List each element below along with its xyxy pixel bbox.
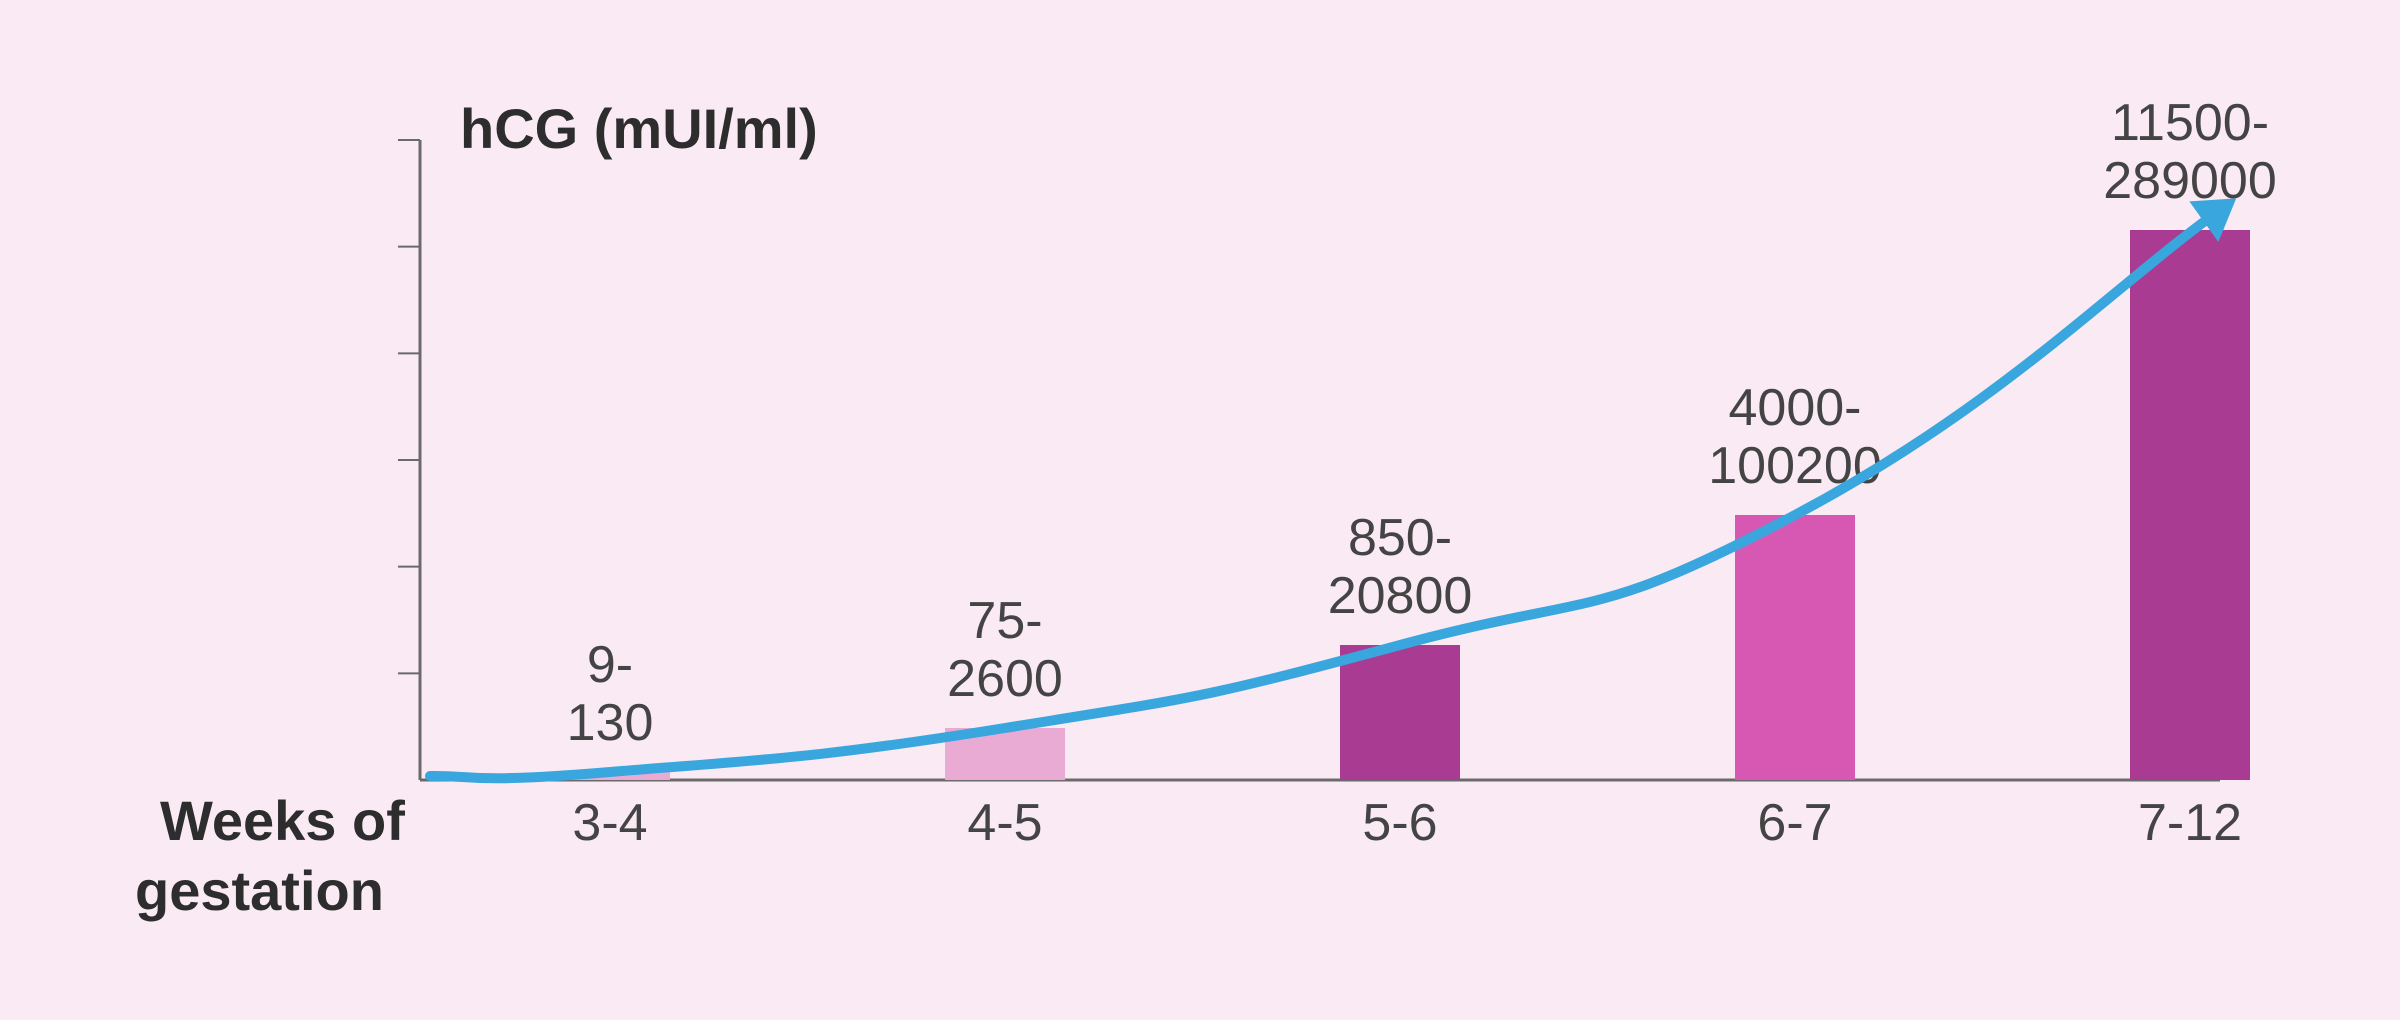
- bar-value-top: 850-: [1348, 509, 1452, 567]
- x-tick-label: 6-7: [1757, 794, 1832, 852]
- bar: [1735, 515, 1855, 780]
- bar-value-top: 9-: [587, 636, 633, 694]
- bar-value-top: 4000-: [1729, 379, 1862, 437]
- bar-value-bottom: 289000: [2103, 152, 2277, 210]
- bar-value-top: 11500-: [2111, 94, 2269, 152]
- y-axis-title: hCG (mUI/ml): [460, 97, 818, 160]
- x-tick-label: 4-5: [967, 794, 1042, 852]
- bar: [1340, 645, 1460, 780]
- x-tick-label: 7-12: [2138, 794, 2242, 852]
- x-axis-title-line2: gestation: [135, 859, 384, 922]
- chart-svg: hCG (mUI/ml) 3-4 9-130 4-5 75-2600 5-6 850-208…: [0, 0, 2400, 1020]
- bar-value-bottom: 130: [567, 694, 654, 752]
- chart-canvas: hCG (mUI/ml) 3-4 9-130 4-5 75-2600 5-6 850-208…: [0, 0, 2400, 1020]
- bar-value-bottom: 20800: [1328, 567, 1473, 625]
- bar-value-bottom: 2600: [947, 650, 1063, 708]
- x-tick-label: 3-4: [572, 794, 647, 852]
- bar-value-top: 75-: [967, 592, 1042, 650]
- x-tick-label: 5-6: [1362, 794, 1437, 852]
- bar: [2130, 230, 2250, 780]
- x-axis-title-line1: Weeks of: [160, 789, 405, 852]
